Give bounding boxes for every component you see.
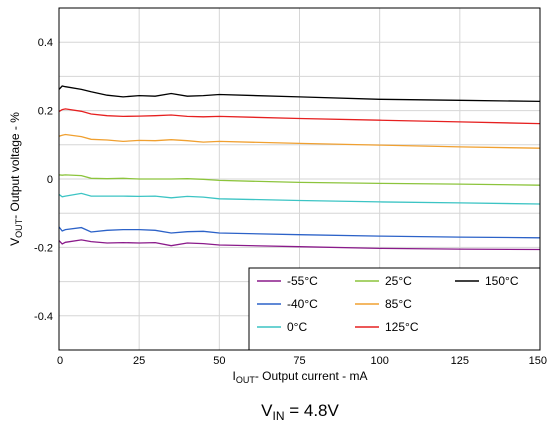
y-axis-label-sub: OUT bbox=[14, 218, 24, 238]
legend-label: 85°C bbox=[385, 297, 412, 311]
legend-label: 25°C bbox=[385, 274, 412, 288]
legend-label: -55°C bbox=[287, 274, 318, 288]
legend-label: 150°C bbox=[485, 274, 519, 288]
condition-rest: = 4.8V bbox=[284, 401, 339, 420]
x-tick-label: 100 bbox=[370, 355, 388, 367]
series-line bbox=[58, 108, 541, 125]
series-line bbox=[58, 192, 541, 205]
series-line bbox=[58, 85, 541, 103]
series-line bbox=[58, 239, 541, 251]
series-line bbox=[58, 226, 541, 239]
y-tick-label: 0.2 bbox=[38, 106, 53, 118]
y-axis-label: VOUT- Output voltage - % bbox=[8, 112, 24, 246]
series-line bbox=[58, 133, 541, 149]
x-tick-label: 150 bbox=[529, 355, 547, 367]
x-tick-label: 50 bbox=[213, 355, 225, 367]
legend-label: 125°C bbox=[385, 320, 419, 334]
y-tick-label: 0.4 bbox=[38, 37, 53, 49]
legend-box bbox=[248, 267, 541, 351]
x-tick-label: 25 bbox=[133, 355, 145, 367]
y-tick-labels: -0.4 -0.2 0 0.2 0.4 bbox=[34, 37, 53, 323]
condition-sub: IN bbox=[272, 409, 284, 423]
x-tick-labels: 0 25 50 75 100 125 150 bbox=[57, 355, 547, 367]
x-tick-label: 0 bbox=[57, 355, 63, 367]
x-axis-label-sub: OUT bbox=[236, 375, 256, 385]
legend-label: 0°C bbox=[287, 320, 307, 334]
series-line bbox=[58, 174, 541, 186]
condition-label: VIN = 4.8V bbox=[261, 401, 339, 423]
x-tick-label: 75 bbox=[293, 355, 305, 367]
series-lines bbox=[58, 85, 541, 251]
y-tick-label: -0.4 bbox=[34, 311, 53, 323]
x-axis-label: IOUT- Output current - mA bbox=[232, 369, 367, 385]
y-tick-label: -0.2 bbox=[34, 242, 53, 254]
condition-main: V bbox=[261, 401, 273, 420]
y-tick-label: 0 bbox=[47, 174, 53, 186]
x-axis-label-rest: - Output current - mA bbox=[255, 369, 368, 383]
legend: -55°C -40°C 0°C 25°C 85°C 125°C 150°C bbox=[248, 267, 541, 351]
y-axis-label-main: V bbox=[8, 238, 22, 246]
x-tick-label: 125 bbox=[451, 355, 469, 367]
x-axis-label-main: I bbox=[232, 369, 235, 383]
legend-items: -55°C -40°C 0°C 25°C 85°C 125°C 150°C bbox=[257, 274, 519, 334]
legend-label: -40°C bbox=[287, 297, 318, 311]
y-axis-label-rest: - Output voltage - % bbox=[8, 112, 22, 219]
